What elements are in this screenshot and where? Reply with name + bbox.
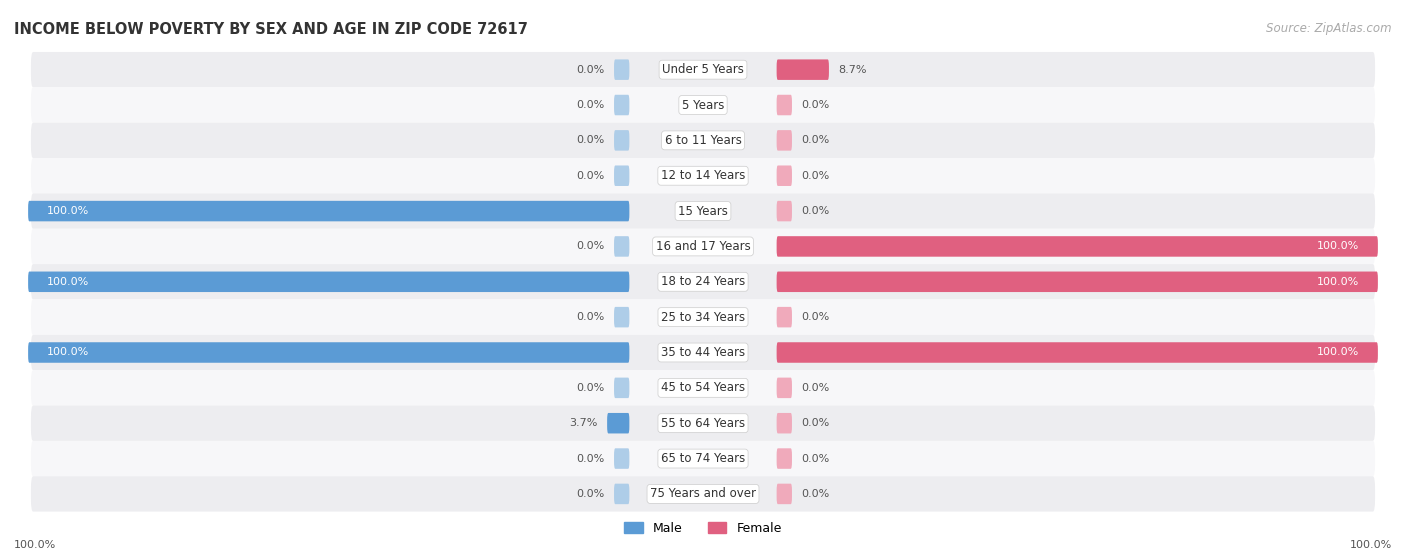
Text: 100.0%: 100.0% xyxy=(1317,348,1360,358)
Text: 0.0%: 0.0% xyxy=(576,312,605,322)
FancyBboxPatch shape xyxy=(776,307,792,328)
Text: 0.0%: 0.0% xyxy=(801,489,830,499)
Text: INCOME BELOW POVERTY BY SEX AND AGE IN ZIP CODE 72617: INCOME BELOW POVERTY BY SEX AND AGE IN Z… xyxy=(14,22,527,37)
FancyBboxPatch shape xyxy=(776,378,792,398)
FancyBboxPatch shape xyxy=(31,335,1375,370)
Text: 25 to 34 Years: 25 to 34 Years xyxy=(661,311,745,324)
FancyBboxPatch shape xyxy=(31,194,1375,229)
FancyBboxPatch shape xyxy=(614,130,630,151)
FancyBboxPatch shape xyxy=(776,166,792,186)
Text: 100.0%: 100.0% xyxy=(46,206,89,216)
FancyBboxPatch shape xyxy=(776,484,792,504)
Text: 45 to 54 Years: 45 to 54 Years xyxy=(661,381,745,395)
FancyBboxPatch shape xyxy=(31,264,1375,300)
FancyBboxPatch shape xyxy=(614,448,630,469)
Text: 100.0%: 100.0% xyxy=(1350,540,1392,550)
FancyBboxPatch shape xyxy=(776,59,830,80)
FancyBboxPatch shape xyxy=(28,201,630,222)
Text: 6 to 11 Years: 6 to 11 Years xyxy=(665,134,741,147)
Text: 0.0%: 0.0% xyxy=(801,100,830,110)
Text: 0.0%: 0.0% xyxy=(801,454,830,464)
Text: 0.0%: 0.0% xyxy=(576,383,605,393)
FancyBboxPatch shape xyxy=(31,370,1375,406)
Text: 0.0%: 0.0% xyxy=(576,171,605,181)
FancyBboxPatch shape xyxy=(776,95,792,116)
Text: 65 to 74 Years: 65 to 74 Years xyxy=(661,452,745,465)
Text: 3.7%: 3.7% xyxy=(569,418,598,428)
FancyBboxPatch shape xyxy=(776,201,792,222)
FancyBboxPatch shape xyxy=(776,448,792,469)
FancyBboxPatch shape xyxy=(614,236,630,257)
FancyBboxPatch shape xyxy=(614,484,630,504)
Text: 100.0%: 100.0% xyxy=(1317,242,1360,252)
Text: 100.0%: 100.0% xyxy=(46,277,89,287)
FancyBboxPatch shape xyxy=(776,272,1378,292)
FancyBboxPatch shape xyxy=(614,166,630,186)
Text: 0.0%: 0.0% xyxy=(576,489,605,499)
Text: 0.0%: 0.0% xyxy=(576,100,605,110)
Text: 0.0%: 0.0% xyxy=(801,312,830,322)
Text: 0.0%: 0.0% xyxy=(576,454,605,464)
FancyBboxPatch shape xyxy=(776,130,792,151)
Text: 75 Years and over: 75 Years and over xyxy=(650,488,756,501)
Text: 0.0%: 0.0% xyxy=(576,242,605,252)
Text: 0.0%: 0.0% xyxy=(801,136,830,146)
FancyBboxPatch shape xyxy=(31,441,1375,476)
Text: 100.0%: 100.0% xyxy=(14,540,56,550)
Text: 16 and 17 Years: 16 and 17 Years xyxy=(655,240,751,253)
FancyBboxPatch shape xyxy=(614,95,630,116)
Text: 0.0%: 0.0% xyxy=(801,171,830,181)
Text: 0.0%: 0.0% xyxy=(801,418,830,428)
Text: 0.0%: 0.0% xyxy=(801,383,830,393)
FancyBboxPatch shape xyxy=(776,413,792,434)
Text: Source: ZipAtlas.com: Source: ZipAtlas.com xyxy=(1267,22,1392,35)
Text: 100.0%: 100.0% xyxy=(46,348,89,358)
FancyBboxPatch shape xyxy=(614,59,630,80)
FancyBboxPatch shape xyxy=(31,406,1375,441)
Text: 5 Years: 5 Years xyxy=(682,99,724,112)
FancyBboxPatch shape xyxy=(31,52,1375,88)
Text: 55 to 64 Years: 55 to 64 Years xyxy=(661,417,745,430)
FancyBboxPatch shape xyxy=(31,300,1375,335)
FancyBboxPatch shape xyxy=(31,88,1375,123)
FancyBboxPatch shape xyxy=(31,476,1375,512)
Text: 0.0%: 0.0% xyxy=(576,136,605,146)
FancyBboxPatch shape xyxy=(28,342,630,363)
Text: 15 Years: 15 Years xyxy=(678,205,728,218)
FancyBboxPatch shape xyxy=(31,123,1375,158)
FancyBboxPatch shape xyxy=(31,229,1375,264)
Text: 0.0%: 0.0% xyxy=(801,206,830,216)
Text: 100.0%: 100.0% xyxy=(1317,277,1360,287)
FancyBboxPatch shape xyxy=(28,272,630,292)
FancyBboxPatch shape xyxy=(31,158,1375,194)
Text: 18 to 24 Years: 18 to 24 Years xyxy=(661,275,745,288)
Legend: Male, Female: Male, Female xyxy=(619,517,787,540)
FancyBboxPatch shape xyxy=(614,307,630,328)
Text: Under 5 Years: Under 5 Years xyxy=(662,63,744,76)
FancyBboxPatch shape xyxy=(614,378,630,398)
FancyBboxPatch shape xyxy=(607,413,630,434)
Text: 0.0%: 0.0% xyxy=(576,65,605,75)
FancyBboxPatch shape xyxy=(776,236,1378,257)
FancyBboxPatch shape xyxy=(776,342,1378,363)
Text: 12 to 14 Years: 12 to 14 Years xyxy=(661,169,745,182)
Text: 35 to 44 Years: 35 to 44 Years xyxy=(661,346,745,359)
Text: 8.7%: 8.7% xyxy=(838,65,866,75)
